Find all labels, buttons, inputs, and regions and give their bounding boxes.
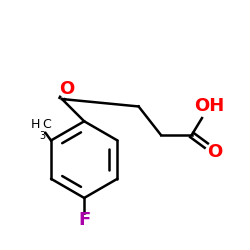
Text: O: O (208, 143, 223, 161)
Text: F: F (78, 211, 90, 229)
Text: 3: 3 (40, 131, 46, 141)
Text: C: C (42, 118, 51, 132)
Text: O: O (59, 80, 74, 98)
Text: OH: OH (194, 98, 224, 116)
Text: H: H (30, 118, 40, 132)
